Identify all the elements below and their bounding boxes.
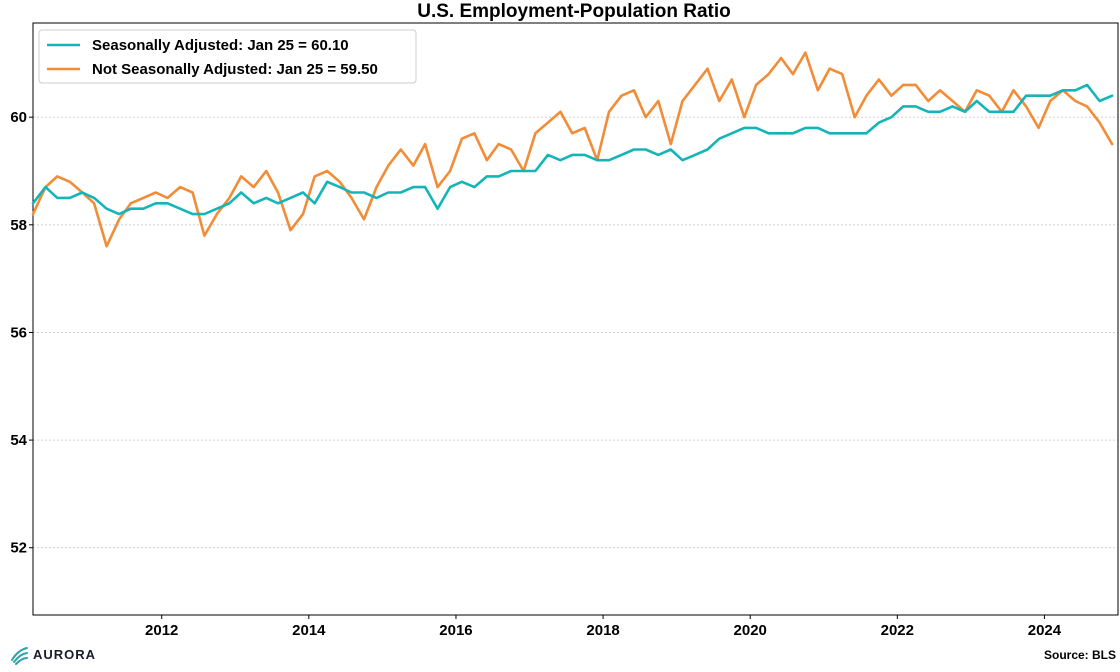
aurora-logo: AURORA bbox=[11, 647, 96, 665]
chart-title: U.S. Employment-Population Ratio bbox=[417, 1, 731, 22]
series-line-not-seasonally-adjusted bbox=[31, 51, 1114, 248]
source-note: Source: BLS bbox=[1044, 648, 1116, 662]
x-tick-label: 2012 bbox=[145, 622, 178, 639]
y-tick-label: 60 bbox=[10, 109, 27, 126]
y-axis: 52 54 56 58 60 bbox=[10, 109, 33, 557]
x-tick-label: 2022 bbox=[881, 622, 914, 639]
y-tick-label: 56 bbox=[10, 324, 27, 341]
x-tick-label: 2016 bbox=[439, 622, 472, 639]
legend-box bbox=[38, 29, 417, 84]
x-axis: 2012 2014 2016 2018 2020 2022 2024 bbox=[145, 615, 1062, 639]
series-line-seasonally-adjusted bbox=[31, 83, 1114, 216]
y-tick-label: 52 bbox=[10, 540, 27, 557]
y-tick-label: 58 bbox=[10, 217, 27, 234]
legend-label-seasonally-adjusted: Seasonally Adjusted: Jan 25 = 60.10 bbox=[92, 37, 349, 54]
legend-label-not-seasonally-adjusted: Not Seasonally Adjusted: Jan 25 = 59.50 bbox=[92, 61, 378, 78]
x-tick-label: 2014 bbox=[292, 622, 326, 639]
aurora-logo-text: AURORA bbox=[33, 647, 96, 662]
plot-area-frame bbox=[32, 22, 1119, 616]
gridlines bbox=[33, 116, 1118, 549]
series-lines bbox=[31, 51, 1114, 248]
aurora-logo-icon bbox=[11, 647, 28, 665]
y-tick-label: 54 bbox=[10, 432, 27, 449]
legend: Seasonally Adjusted: Jan 25 = 60.10 Not … bbox=[38, 29, 417, 84]
x-tick-label: 2020 bbox=[734, 622, 767, 639]
x-tick-label: 2018 bbox=[586, 622, 619, 639]
x-tick-label: 2024 bbox=[1028, 622, 1062, 639]
